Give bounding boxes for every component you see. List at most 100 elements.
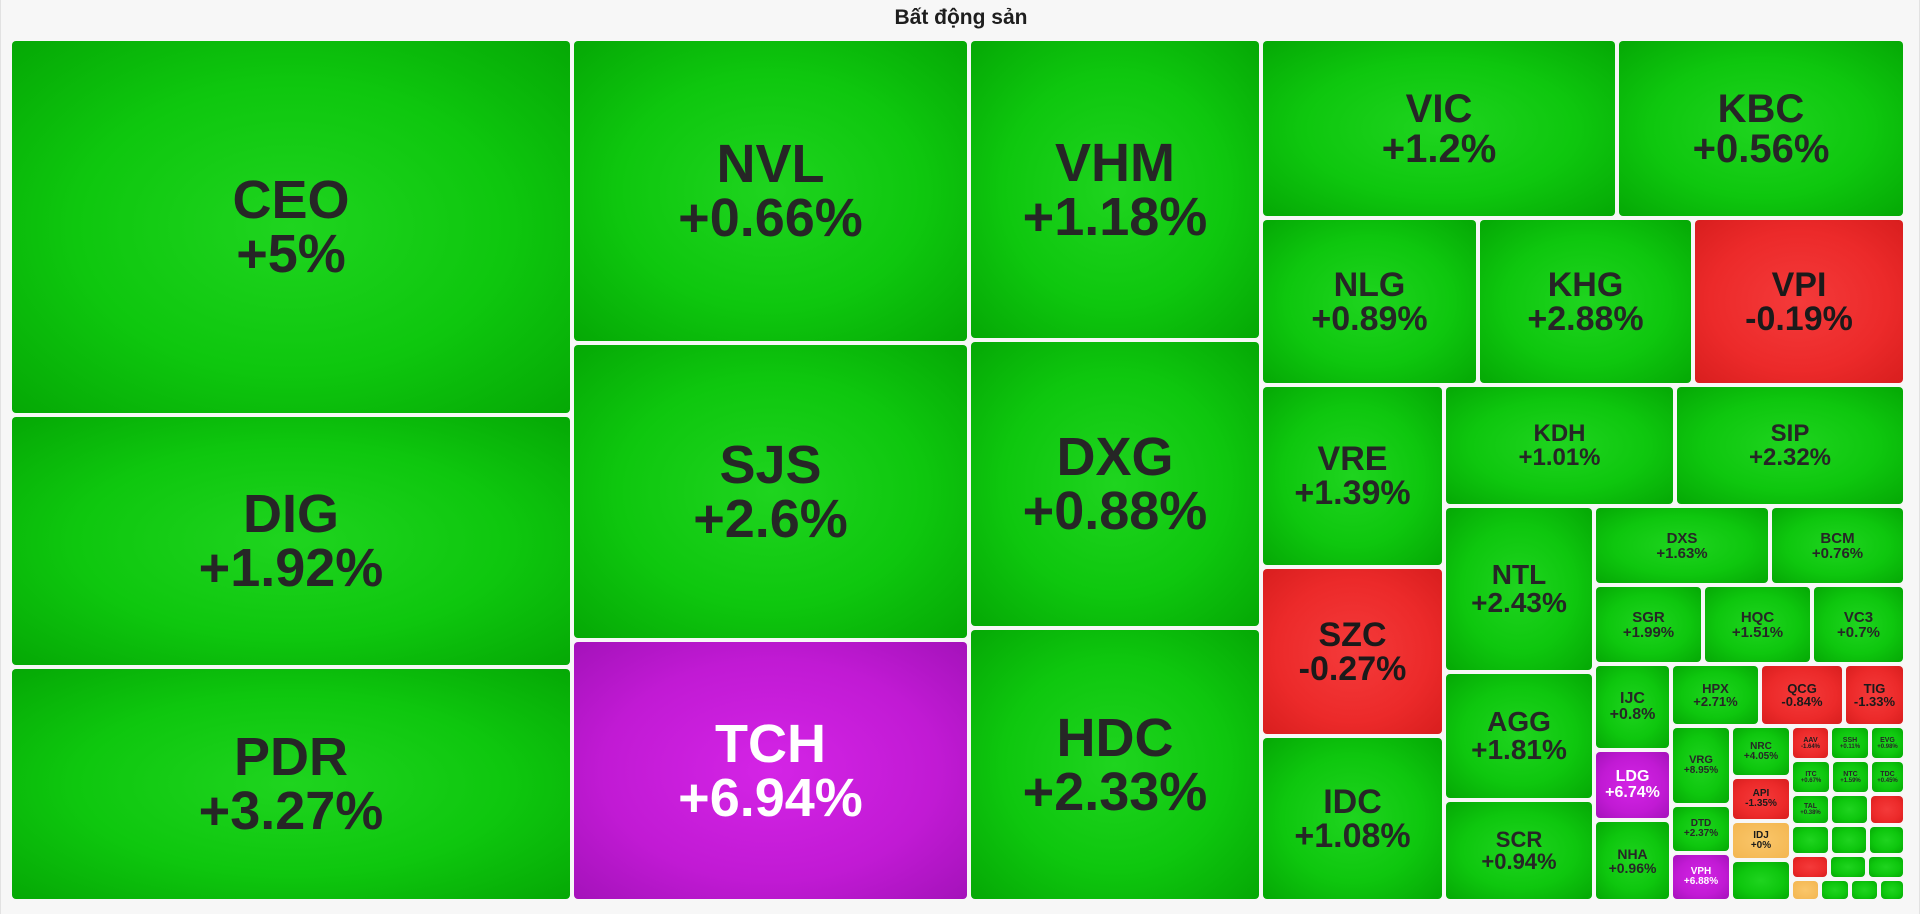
tile-ssh[interactable]: SSH +0.11% <box>1832 728 1868 758</box>
tile-nha[interactable]: NHA +0.96% <box>1596 822 1669 899</box>
tile-symbol: VPH <box>1690 866 1712 877</box>
tile-small-52[interactable] <box>1831 857 1865 877</box>
tile-small-50[interactable] <box>1870 827 1903 853</box>
tile-symbol: TAL <box>1803 803 1818 810</box>
tile-change: +2.6% <box>693 488 848 549</box>
tile-change: -0.84% <box>1781 694 1823 709</box>
tile-change: +5% <box>236 224 346 284</box>
tile-small-53[interactable] <box>1869 857 1903 877</box>
tile-scr[interactable]: SCR +0.94% <box>1446 802 1592 899</box>
tile-change: +0.8% <box>1609 706 1656 723</box>
tile-idj[interactable]: IDJ +0% <box>1733 823 1789 858</box>
tile-idc[interactable]: IDC +1.08% <box>1263 738 1442 899</box>
tile-change: +0.11% <box>1839 743 1861 750</box>
tile-small-56[interactable] <box>1852 881 1877 899</box>
tile-dxg[interactable]: DXG +0.88% <box>971 342 1259 626</box>
tile-small-46[interactable] <box>1832 796 1867 823</box>
tile-evg[interactable]: EVG +0.98% <box>1872 728 1903 758</box>
tile-pdr[interactable]: PDR +3.27% <box>12 669 570 899</box>
tile-symbol: NTC <box>1843 770 1858 778</box>
tile-tig[interactable]: TIG -1.33% <box>1846 666 1903 724</box>
tile-ijc[interactable]: IJC +0.8% <box>1596 666 1669 748</box>
tile-small-47[interactable] <box>1871 796 1903 823</box>
tile-small-57[interactable] <box>1881 881 1903 899</box>
tile-api[interactable]: API -1.35% <box>1733 779 1789 819</box>
tile-change: +2.33% <box>1022 761 1208 822</box>
tile-change: +0.66% <box>678 188 863 248</box>
tile-ceo[interactable]: CEO +5% <box>12 41 570 413</box>
tile-dxs[interactable]: DXS +1.63% <box>1596 508 1768 583</box>
tile-symbol: VRE <box>1317 440 1388 478</box>
tile-change: +1.63% <box>1656 544 1708 562</box>
tile-symbol: QCG <box>1787 681 1817 696</box>
chart-title: Bất động sản <box>894 6 1028 29</box>
tile-vre[interactable]: VRE +1.39% <box>1263 387 1442 565</box>
tile-tdc[interactable]: TDC +0.45% <box>1872 762 1903 792</box>
tile-itc[interactable]: ITC +0.67% <box>1793 762 1829 792</box>
tile-symbol: BCM <box>1820 529 1855 547</box>
tile-dig[interactable]: DIG +1.92% <box>12 417 570 665</box>
tile-hqc[interactable]: HQC +1.51% <box>1705 587 1810 662</box>
tile-vhm[interactable]: VHM +1.18% <box>971 41 1259 338</box>
tile-change: +1.2% <box>1381 126 1497 171</box>
tile-sip[interactable]: SIP +2.32% <box>1677 387 1903 504</box>
tile-change: +1.01% <box>1518 443 1601 471</box>
tile-small-55[interactable] <box>1822 881 1848 899</box>
tile-change: +1.59% <box>1840 777 1861 784</box>
tile-ldg[interactable]: LDG +6.74% <box>1596 752 1669 818</box>
tile-tal[interactable]: TAL +0.38% <box>1793 796 1828 823</box>
tile-hpx[interactable]: HPX +2.71% <box>1673 666 1758 724</box>
tile-symbol: LDG <box>1615 768 1650 785</box>
tile-change: -1.64% <box>1800 743 1820 750</box>
tile-khg[interactable]: KHG +2.88% <box>1480 220 1691 383</box>
tile-change: +0.88% <box>1022 481 1208 541</box>
tile-change: +4.05% <box>1743 750 1779 762</box>
tile-change: +3.27% <box>198 781 384 841</box>
tile-change: -0.19% <box>1745 299 1853 338</box>
tile-symbol: AGG <box>1487 706 1551 737</box>
tile-vic[interactable]: VIC +1.2% <box>1263 41 1615 216</box>
tile-symbol: API <box>1752 788 1770 799</box>
tile-sgr[interactable]: SGR +1.99% <box>1596 587 1701 662</box>
tile-change: +2.71% <box>1693 694 1738 709</box>
tile-ntl[interactable]: NTL +2.43% <box>1446 508 1592 670</box>
tile-nlg[interactable]: NLG +0.89% <box>1263 220 1476 383</box>
tile-change: +1.92% <box>198 538 384 598</box>
tile-ntc[interactable]: NTC +1.59% <box>1833 762 1868 792</box>
tile-change: +6.74% <box>1605 784 1660 801</box>
tile-kbc[interactable]: KBC +0.56% <box>1619 41 1903 216</box>
tile-agg[interactable]: AGG +1.81% <box>1446 674 1592 798</box>
tile-symbol: SGR <box>1632 608 1665 626</box>
tile-dtd[interactable]: DTD +2.37% <box>1673 807 1729 851</box>
tile-symbol: DIG <box>242 484 339 544</box>
tile-change: +0.98% <box>1877 743 1898 750</box>
tile-symbol: VRG <box>1689 754 1713 766</box>
tile-symbol: EVG <box>1880 736 1895 744</box>
tile-tch[interactable]: TCH +6.94% <box>574 642 967 899</box>
tile-small-54[interactable] <box>1793 881 1818 899</box>
tile-change: +0.76% <box>1811 544 1864 562</box>
tile-szc[interactable]: SZC -0.27% <box>1263 569 1442 734</box>
tile-change: +1.08% <box>1294 816 1411 855</box>
tile-qcg[interactable]: QCG -0.84% <box>1762 666 1842 724</box>
tile-symbol: AAV <box>1803 736 1818 744</box>
tile-vc3[interactable]: VC3 +0.7% <box>1814 587 1903 662</box>
tile-vph[interactable]: VPH +6.88% <box>1673 855 1729 899</box>
tile-hdc[interactable]: HDC +2.33% <box>971 630 1259 899</box>
tile-symbol: KBC <box>1717 86 1805 131</box>
tile-symbol: PDR <box>233 727 348 787</box>
tile-small-58[interactable] <box>1733 862 1789 899</box>
tile-nrc[interactable]: NRC +4.05% <box>1733 728 1789 775</box>
tile-nvl[interactable]: NVL +0.66% <box>574 41 967 341</box>
tile-sjs[interactable]: SJS +2.6% <box>574 345 967 638</box>
tile-kdh[interactable]: KDH +1.01% <box>1446 387 1673 504</box>
tile-small-49[interactable] <box>1832 827 1866 853</box>
tile-small-48[interactable] <box>1793 827 1828 853</box>
tile-small-51[interactable] <box>1793 857 1827 877</box>
tile-aav[interactable]: AAV -1.64% <box>1793 728 1828 758</box>
tile-symbol: SCR <box>1495 826 1543 852</box>
tile-bcm[interactable]: BCM +0.76% <box>1772 508 1903 583</box>
tile-vrg[interactable]: VRG +8.95% <box>1673 728 1729 803</box>
tile-vpi[interactable]: VPI -0.19% <box>1695 220 1903 383</box>
